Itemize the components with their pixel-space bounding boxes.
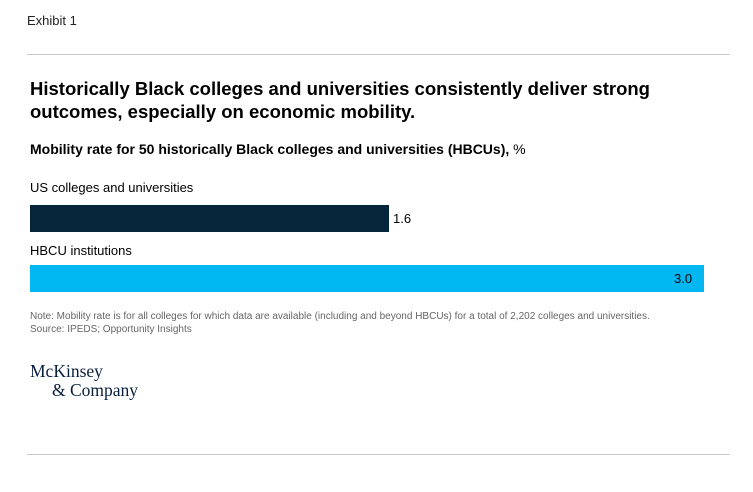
category-label: HBCU institutions <box>30 243 132 258</box>
chart-subtitle: Mobility rate for 50 historically Black … <box>30 141 526 157</box>
bar <box>30 205 389 232</box>
category-label: US colleges and universities <box>30 180 194 195</box>
top-divider <box>27 54 730 55</box>
note-text: Note: Mobility rate is for all colleges … <box>30 311 650 322</box>
bottom-divider <box>27 454 730 455</box>
mckinsey-logo: McKinsey & Company <box>30 362 138 400</box>
bar-value-label: 3.0 <box>674 271 693 286</box>
logo-line-2: & Company <box>52 380 139 400</box>
bar-value-label: 1.6 <box>393 211 412 226</box>
exhibit-label: Exhibit 1 <box>27 13 77 28</box>
subtitle-unit: % <box>513 141 526 157</box>
source-text: Source: IPEDS; Opportunity Insights <box>30 324 192 335</box>
chart-note: Note: Mobility rate is for all colleges … <box>30 310 650 336</box>
bar <box>30 265 704 292</box>
subtitle-text: Mobility rate for 50 historically Black … <box>30 141 510 157</box>
chart-title: Historically Black colleges and universi… <box>30 78 650 122</box>
logo-line-1: McKinsey <box>30 361 103 381</box>
